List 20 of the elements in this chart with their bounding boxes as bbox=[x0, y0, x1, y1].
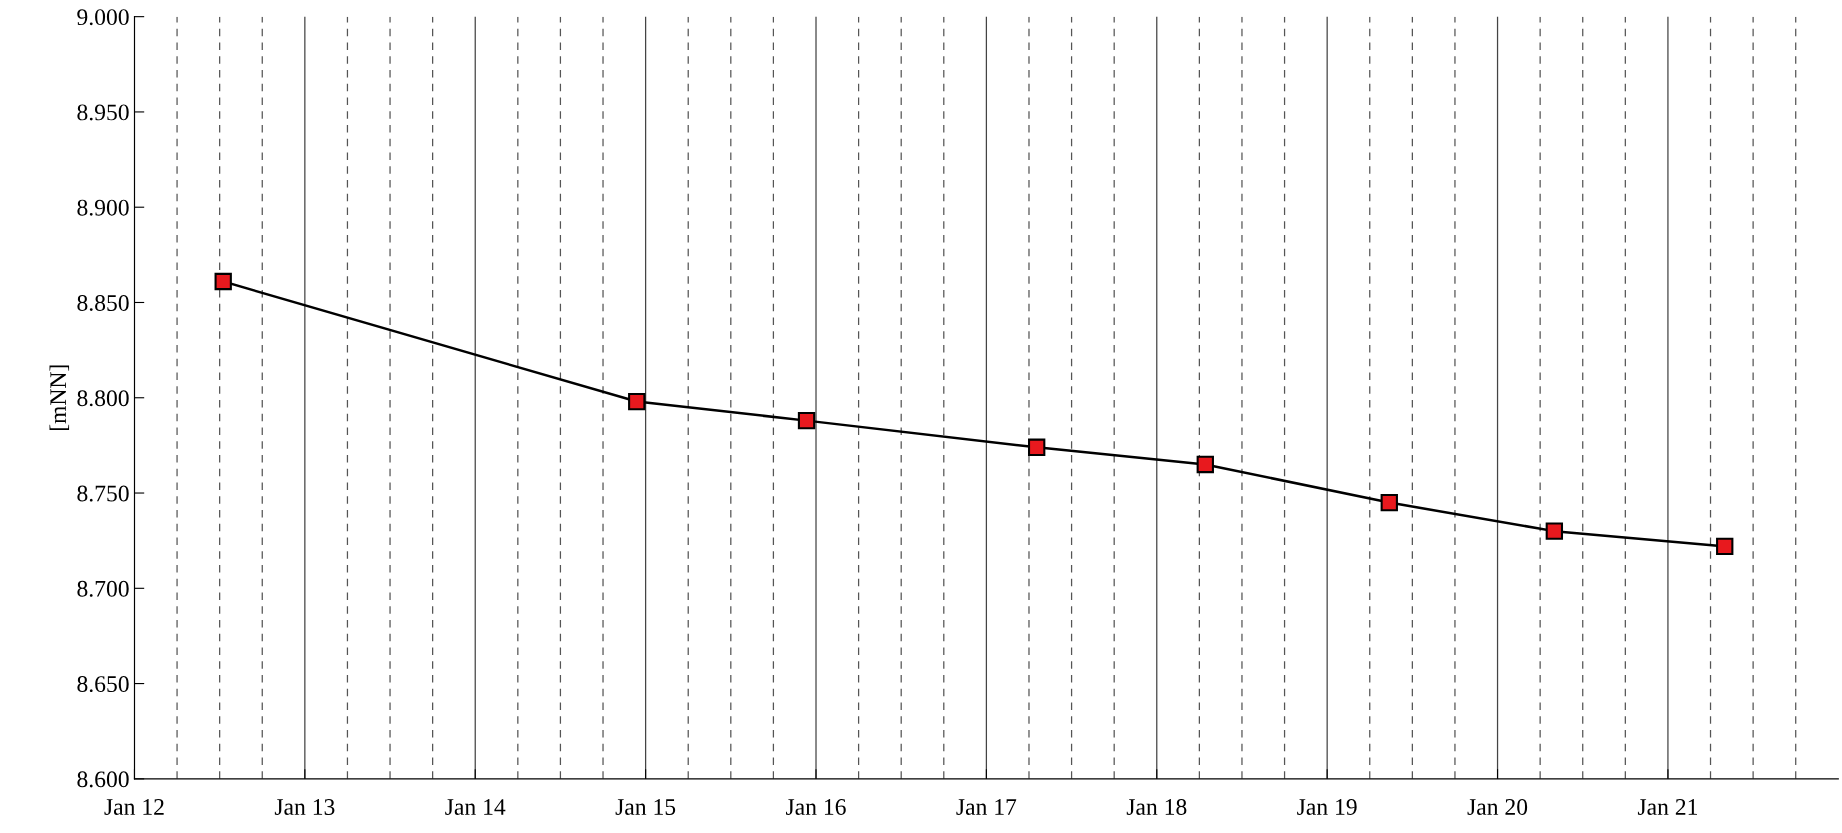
x-tick-label: Jan 13 bbox=[274, 799, 335, 815]
y-tick-label: 8.750 bbox=[77, 485, 129, 502]
y-tick-label: 8.600 bbox=[77, 771, 129, 788]
y-tick-label: 8.650 bbox=[77, 676, 129, 693]
x-tick-label: Jan 14 bbox=[445, 799, 506, 815]
x-tick-label: Jan 17 bbox=[956, 799, 1017, 815]
x-tick-label: Jan 18 bbox=[1126, 798, 1187, 815]
x-tick-label: Jan 20 bbox=[1467, 798, 1528, 815]
x-tick-label: Jan 15 bbox=[615, 799, 676, 815]
y-tick-label: 8.950 bbox=[77, 104, 129, 121]
x-tick-label: Jan 19 bbox=[1297, 799, 1357, 815]
x-tick-label: Jan 21 bbox=[1637, 799, 1698, 815]
x-tick-label: Jan 12 bbox=[104, 799, 164, 815]
x-tick-label: Jan 16 bbox=[786, 799, 846, 815]
y-tick-label: 8.850 bbox=[77, 294, 129, 312]
y-tick-label: 8.800 bbox=[77, 390, 129, 407]
y-tick-label: 8.900 bbox=[77, 199, 129, 216]
y-tick-label: 9.000 bbox=[77, 9, 129, 26]
y-tick-label: 8.700 bbox=[77, 580, 129, 597]
y-axis-title: [mNN] bbox=[49, 365, 70, 431]
